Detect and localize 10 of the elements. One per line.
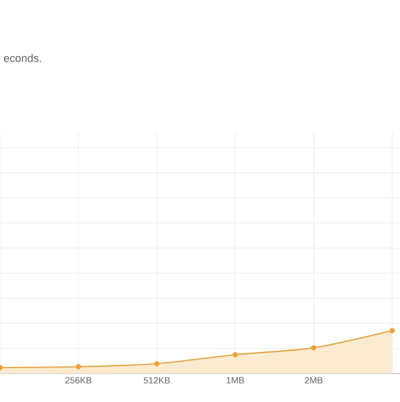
- x-tick-label: 512KB: [144, 377, 170, 384]
- x-tick-label: 2MB: [304, 377, 322, 384]
- point: [232, 352, 238, 358]
- chart-title: econds.: [4, 54, 41, 62]
- point: [76, 364, 82, 370]
- point: [311, 345, 316, 350]
- point: [154, 361, 160, 366]
- x-tick-label: 256KB: [65, 377, 92, 384]
- point: [390, 328, 395, 334]
- x-tick-label: 1MB: [226, 377, 244, 384]
